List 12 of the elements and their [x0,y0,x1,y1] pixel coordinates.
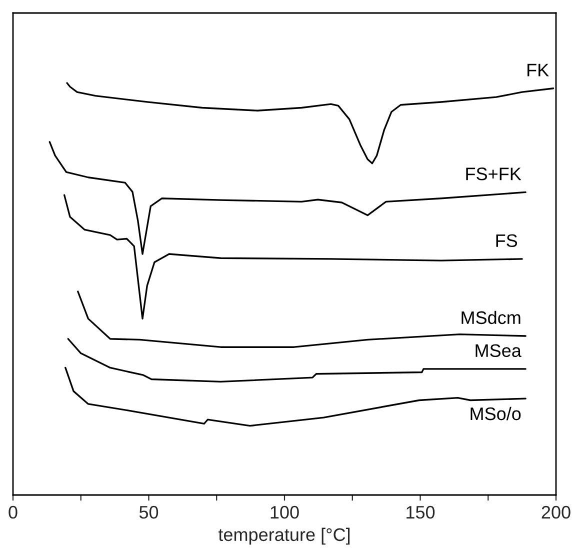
x-tick-label: 50 [139,506,158,519]
x-axis-title: temperature [°C] [218,528,350,545]
series-label: FS [496,234,518,248]
x-tick-label: 100 [270,506,299,519]
x-tick-label: 200 [542,506,570,519]
series-label: FS+FK [466,168,522,180]
x-tick-label: 150 [406,506,435,519]
x-tick-label: 0 [8,506,18,519]
series-label: MSo/o [470,406,521,420]
series-label: FK [528,64,549,76]
series-label: MSea [476,344,522,358]
series-label: MSdcm [462,310,520,324]
